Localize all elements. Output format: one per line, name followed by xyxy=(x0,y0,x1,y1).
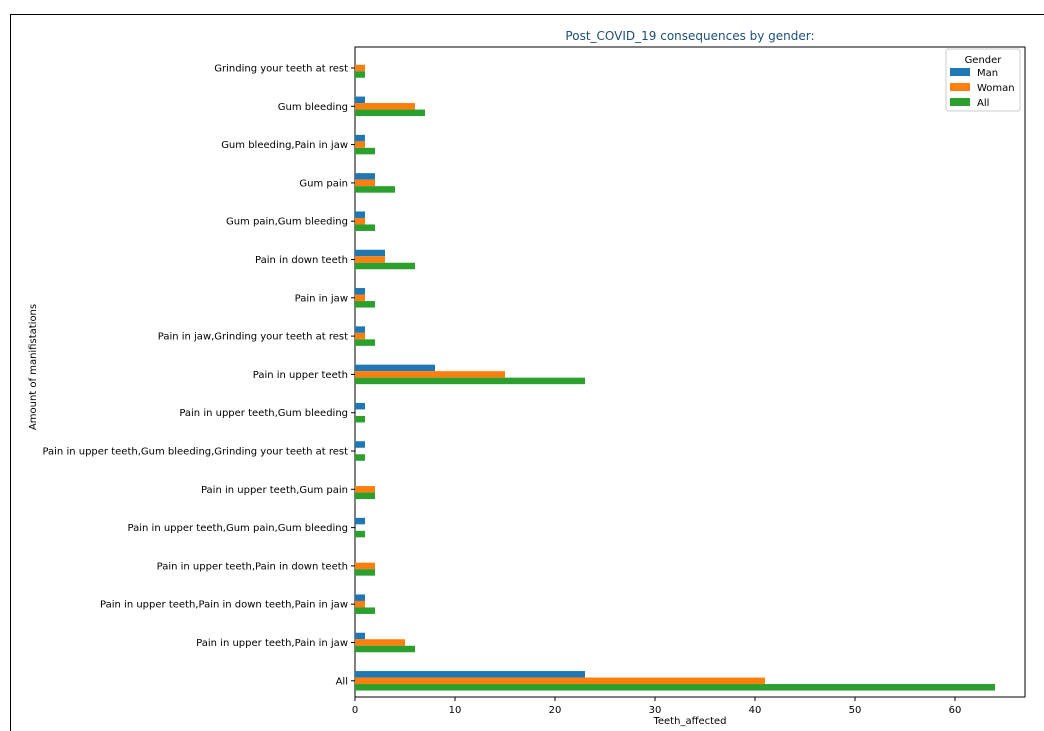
bar-all-1 xyxy=(355,109,425,117)
legend-label-woman: Woman xyxy=(977,83,1015,94)
bar-woman-8 xyxy=(355,371,505,378)
x-tick-label-1: 10 xyxy=(449,705,462,716)
bars-group xyxy=(355,64,995,691)
bar-man-8 xyxy=(355,364,435,372)
bar-woman-15 xyxy=(355,639,405,646)
y-tick-label-0: Grinding your teeth at rest xyxy=(214,64,348,75)
bar-all-0 xyxy=(355,71,365,78)
bar-woman-11 xyxy=(355,486,375,493)
bar-man-6 xyxy=(355,288,365,295)
y-tick-label-12: Pain in upper teeth,Gum pain,Gum bleedin… xyxy=(128,523,348,534)
y-tick-label-7: Pain in jaw,Grinding your teeth at rest xyxy=(158,332,348,343)
y-tick-label-2: Gum bleeding,Pain in jaw xyxy=(221,140,348,151)
bar-woman-2 xyxy=(355,141,365,148)
bar-man-5 xyxy=(355,249,385,257)
bar-woman-16 xyxy=(355,677,765,685)
bar-man-7 xyxy=(355,326,365,333)
bar-all-4 xyxy=(355,224,375,231)
bar-woman-1 xyxy=(355,103,415,110)
x-axis-label: Teeth_affected xyxy=(652,716,726,727)
legend-title: Gender xyxy=(965,55,1003,66)
legend-box xyxy=(945,48,1021,112)
bar-man-1 xyxy=(355,96,365,104)
bar-woman-5 xyxy=(355,256,385,263)
bar-all-11 xyxy=(355,492,375,500)
bar-woman-14 xyxy=(355,600,365,608)
bar-man-2 xyxy=(355,134,365,142)
legend-swatch-man xyxy=(950,68,970,76)
legend-swatch-woman xyxy=(950,83,970,91)
bar-woman-7 xyxy=(355,332,365,340)
x-axis: 0 10 20 30 40 50 60 xyxy=(352,697,962,716)
plot-area: Grinding your teeth at rest Gum bleeding G… xyxy=(42,46,1026,716)
bar-all-15 xyxy=(355,645,415,653)
y-tick-label-13: Pain in upper teeth,Pain in down teeth xyxy=(157,561,348,572)
y-axis: Grinding your teeth at rest Gum bleeding G… xyxy=(42,64,355,687)
bar-man-14 xyxy=(355,594,365,601)
bar-man-3 xyxy=(355,173,375,180)
bar-all-3 xyxy=(355,186,395,193)
y-tick-label-11: Pain in upper teeth,Gum pain xyxy=(201,485,348,496)
x-tick-label-3: 30 xyxy=(649,705,662,716)
bar-all-12 xyxy=(355,530,365,538)
bar-all-5 xyxy=(355,262,415,270)
legend-label-man: Man xyxy=(977,68,998,79)
legend-items: Man Woman All xyxy=(950,68,1015,109)
legend-label-all: All xyxy=(977,98,989,109)
x-tick-label-2: 20 xyxy=(549,705,562,716)
y-tick-label-1: Gum bleeding xyxy=(278,102,348,113)
bar-woman-4 xyxy=(355,217,365,225)
y-tick-label-15: Pain in upper teeth,Pain in jaw xyxy=(196,638,348,649)
bar-all-10 xyxy=(355,454,365,461)
bar-all-14 xyxy=(355,607,375,614)
bar-all-7 xyxy=(355,339,375,346)
x-tick-label-5: 50 xyxy=(849,705,862,716)
y-axis-label: Amount of manifistations xyxy=(28,304,39,430)
figure-frame xyxy=(10,14,1044,731)
y-tick-label-8: Pain in upper teeth xyxy=(253,370,348,381)
y-tick-label-4: Gum pain,Gum bleeding xyxy=(226,217,348,228)
bar-all-8 xyxy=(355,377,585,385)
bar-man-4 xyxy=(355,211,365,218)
x-tick-label-0: 0 xyxy=(352,705,358,716)
y-tick-label-9: Pain in upper teeth,Gum bleeding xyxy=(179,408,348,419)
y-tick-label-14: Pain in upper teeth,Pain in down teeth,P… xyxy=(100,600,348,611)
bar-all-16 xyxy=(355,684,995,691)
bar-all-6 xyxy=(355,301,375,308)
y-tick-label-3: Gum pain xyxy=(299,178,348,189)
chart-title: Post_COVID_19 consequences by gender: xyxy=(565,29,814,43)
bar-woman-6 xyxy=(355,294,365,302)
bar-woman-0 xyxy=(355,64,365,72)
bar-all-9 xyxy=(355,415,365,423)
y-tick-label-10: Pain in upper teeth,Gum bleeding,Grindin… xyxy=(42,447,348,458)
bar-man-9 xyxy=(355,402,365,410)
bar-man-15 xyxy=(355,632,365,640)
bar-man-16 xyxy=(355,671,585,678)
legend: Gender Man Woman All xyxy=(945,48,1021,112)
bar-woman-3 xyxy=(355,179,375,187)
bar-man-12 xyxy=(355,517,365,525)
y-tick-label-5: Pain in down teeth xyxy=(255,255,348,266)
x-tick-label-6: 60 xyxy=(949,705,962,716)
bar-all-13 xyxy=(355,569,375,576)
y-tick-label-16: All xyxy=(336,676,348,687)
bar-man-10 xyxy=(355,441,365,448)
x-tick-label-4: 40 xyxy=(749,705,762,716)
legend-swatch-all xyxy=(950,98,970,106)
y-tick-label-6: Pain in jaw xyxy=(295,293,348,304)
bar-all-2 xyxy=(355,147,375,155)
bar-woman-13 xyxy=(355,562,375,570)
